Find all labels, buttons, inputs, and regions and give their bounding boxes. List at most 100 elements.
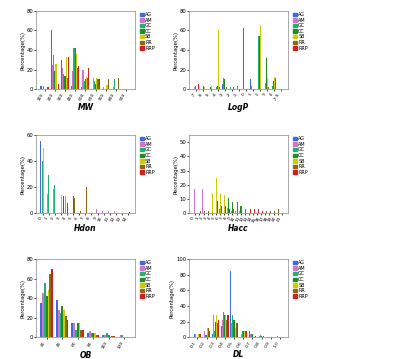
Bar [90, 332, 92, 337]
Bar [216, 316, 217, 337]
Bar [200, 210, 201, 213]
Bar [261, 336, 262, 337]
Bar [210, 87, 211, 89]
Bar [71, 87, 72, 89]
Bar [74, 48, 75, 89]
Bar [75, 330, 77, 337]
Bar [52, 65, 53, 89]
Bar [243, 28, 244, 89]
Bar [82, 330, 84, 337]
Bar [249, 331, 250, 337]
Bar [80, 211, 81, 213]
Bar [206, 335, 207, 337]
Bar [258, 36, 259, 89]
Bar [221, 206, 222, 213]
Bar [255, 336, 256, 337]
Bar [226, 63, 227, 89]
Legend: AG, AM, GC, CC, SB, RR, RRP: AG, AM, GC, CC, SB, RR, RRP [139, 136, 155, 175]
Bar [212, 84, 213, 89]
Bar [92, 211, 93, 213]
X-axis label: MW: MW [78, 103, 94, 112]
Bar [225, 206, 226, 213]
Bar [241, 206, 242, 213]
Bar [266, 58, 267, 89]
X-axis label: LogP: LogP [228, 103, 249, 112]
Bar [217, 201, 218, 213]
Bar [86, 76, 87, 89]
Bar [118, 78, 119, 89]
Bar [98, 336, 99, 337]
Bar [240, 334, 242, 337]
Bar [58, 84, 59, 89]
Bar [213, 316, 214, 337]
Legend: AG, AM, GC, CC, SB, RR, RRP: AG, AM, GC, CC, SB, RR, RRP [292, 136, 308, 175]
Bar [233, 209, 234, 213]
Bar [274, 210, 275, 213]
Bar [113, 336, 115, 337]
Bar [87, 78, 88, 89]
Bar [42, 293, 44, 337]
Bar [42, 174, 43, 213]
Bar [226, 320, 228, 337]
Bar [200, 334, 201, 337]
Bar [204, 210, 205, 213]
Bar [205, 335, 206, 337]
Bar [92, 332, 94, 337]
Bar [246, 331, 247, 337]
Bar [78, 323, 80, 337]
Bar [89, 331, 90, 337]
Bar [53, 55, 54, 89]
X-axis label: Hacc: Hacc [228, 224, 249, 233]
Bar [216, 87, 217, 89]
Bar [250, 334, 251, 337]
Bar [232, 202, 233, 213]
Bar [44, 284, 46, 337]
Bar [212, 209, 213, 213]
Bar [77, 323, 78, 337]
Bar [56, 300, 58, 337]
Bar [211, 87, 212, 89]
Bar [195, 87, 196, 89]
Bar [73, 323, 75, 337]
Bar [218, 320, 219, 337]
Bar [47, 194, 48, 213]
Bar [77, 68, 78, 89]
Bar [54, 185, 55, 213]
Bar [219, 87, 220, 89]
Bar [106, 332, 108, 337]
Bar [198, 84, 199, 89]
Bar [194, 87, 195, 89]
Bar [220, 194, 221, 213]
Bar [48, 290, 49, 337]
Bar [63, 310, 65, 337]
Bar [46, 176, 47, 213]
Bar [63, 196, 64, 213]
Bar [263, 336, 264, 337]
Bar [64, 75, 66, 89]
X-axis label: Hdon: Hdon [74, 224, 97, 233]
Bar [206, 199, 207, 213]
Bar [67, 320, 68, 337]
Bar [204, 331, 205, 337]
Bar [54, 71, 55, 89]
Bar [60, 313, 61, 337]
Bar [244, 208, 245, 213]
Bar [194, 189, 195, 213]
Bar [265, 87, 266, 89]
Bar [67, 203, 68, 213]
Bar [244, 331, 245, 337]
Bar [277, 336, 278, 337]
Bar [231, 323, 232, 337]
Bar [57, 195, 58, 213]
Bar [201, 87, 202, 89]
Bar [80, 330, 82, 337]
Bar [122, 335, 123, 337]
Bar [236, 323, 237, 337]
Bar [61, 60, 62, 89]
Bar [274, 76, 275, 89]
Bar [82, 70, 84, 89]
Bar [202, 189, 203, 213]
Bar [230, 271, 231, 337]
Bar [236, 87, 237, 89]
Bar [48, 87, 49, 89]
